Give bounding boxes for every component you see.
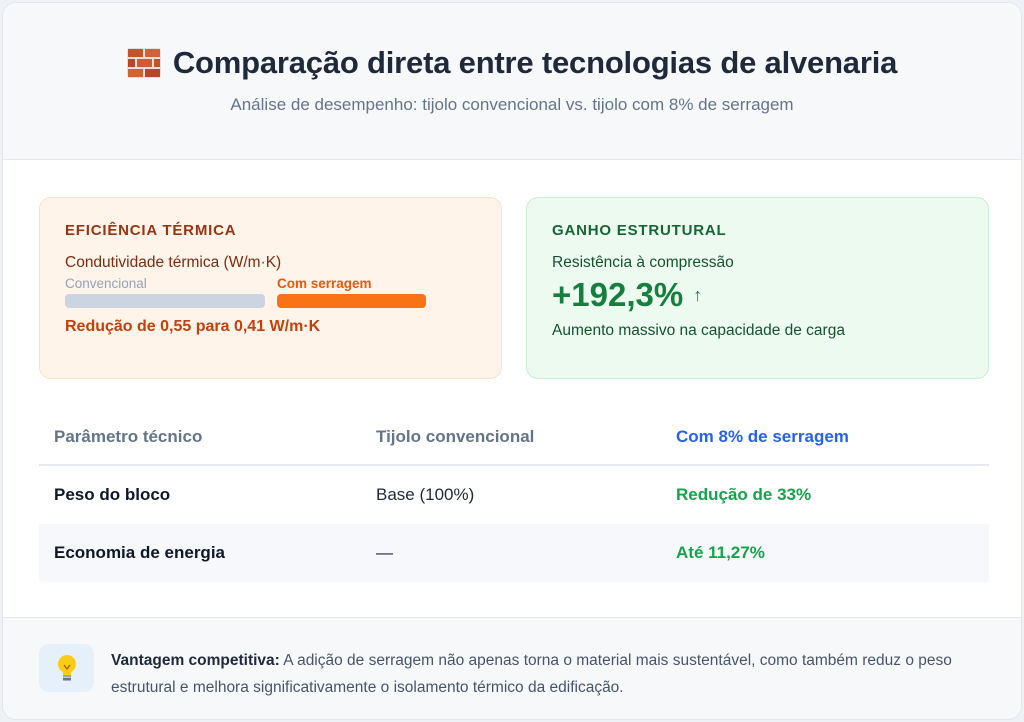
arrow-up-icon: ↑ [693,285,703,305]
compression-gain-value: +192,3% [552,276,684,313]
metric-name: Condutividade térmica (W/m·K) [65,254,282,271]
footer-callout: Vantagem competitiva: A adição de serrag… [3,617,1021,719]
bar-conventional [65,294,265,308]
table-row: Economia de energia — Até 11,27% [39,524,989,582]
comparison-table: Parâmetro técnico Tijolo convencional Co… [39,409,989,582]
table-cell: Redução de 33% [676,485,812,504]
page-subtitle: Análise de desempenho: tijolo convencion… [230,95,794,114]
table-cell: Até 11,27% [676,543,765,562]
page-title: Comparação direta entre tecnologias de a… [172,45,898,80]
legend-conventional: Convencional [65,276,147,291]
table-cell: Peso do bloco [54,485,171,504]
thermal-note: Redução de 0,55 para 0,41 W/m·K [65,318,321,335]
column-header: Tijolo convencional [376,426,535,446]
bar-sawdust [277,294,426,308]
title-row: Comparação direta entre tecnologias de a… [3,45,1021,81]
header: Comparação direta entre tecnologias de a… [3,3,1021,160]
table-row: Peso do bloco Base (100%) Redução de 33% [39,466,989,524]
structural-note: Aumento massivo na capacidade de carga [552,322,845,339]
thermal-efficiency-panel: EFICIÊNCIA TÉRMICA Condutividade térmica… [39,197,502,379]
lightbulb-icon [39,644,94,692]
table-cell: Economia de energia [54,543,225,562]
footer-text: Vantagem competitiva: A adição de serrag… [111,647,991,701]
big-value: +192,3% ↑ [552,276,702,314]
footer-strong: Vantagem competitiva: [111,652,280,669]
legend-sawdust: Com serragem [277,276,372,291]
column-header: Com 8% de serragem [676,426,849,446]
footer-body: A adição de serragem não apenas torna o … [111,652,952,696]
table-cell: Base (100%) [376,485,475,504]
panel-label: GANHO ESTRUTURAL [552,222,727,239]
metric-name: Resistência à compressão [552,254,734,271]
structural-gain-panel: GANHO ESTRUTURAL Resistência à compressã… [526,197,989,379]
brick-icon [126,48,161,78]
table-cell: — [376,543,393,562]
column-header: Parâmetro técnico [54,426,203,446]
panel-label: EFICIÊNCIA TÉRMICA [65,222,237,239]
table-header-row: Parâmetro técnico Tijolo convencional Co… [39,409,989,466]
